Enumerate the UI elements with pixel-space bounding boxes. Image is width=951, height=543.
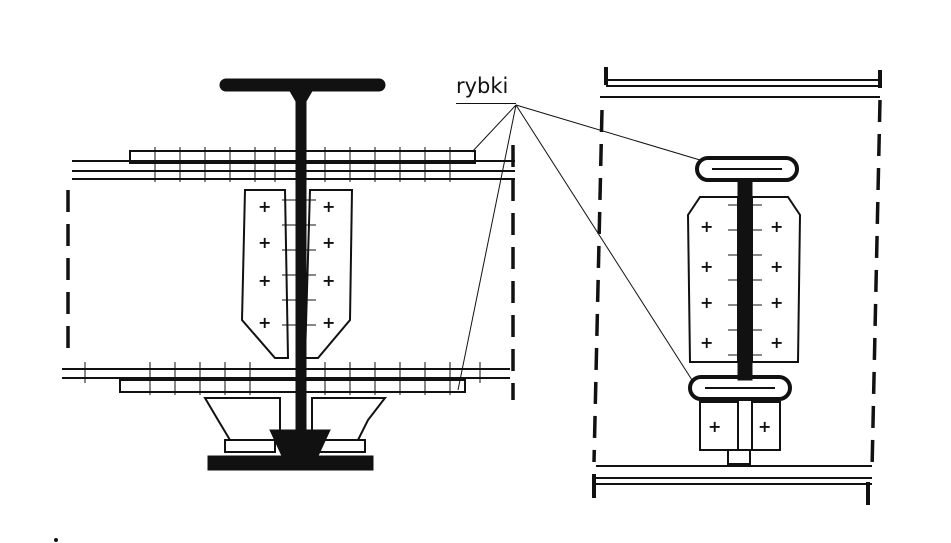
callout-label-underline bbox=[456, 103, 516, 104]
right-side-plates: + + + + + + + + bbox=[686, 196, 802, 363]
svg-text:+: + bbox=[700, 217, 713, 236]
right-bottom-rails bbox=[592, 465, 872, 505]
left-lower-beam bbox=[62, 362, 510, 395]
leader-to-right-upper-fishplate bbox=[515, 104, 701, 161]
svg-text:+: + bbox=[758, 417, 771, 436]
svg-text:+: + bbox=[322, 233, 335, 252]
svg-text:+: + bbox=[770, 333, 783, 352]
svg-text:+: + bbox=[322, 197, 335, 216]
svg-text:+: + bbox=[770, 257, 783, 276]
left-top-rail bbox=[219, 78, 386, 451]
svg-text:+: + bbox=[322, 271, 335, 290]
svg-text:+: + bbox=[708, 417, 721, 436]
right-frame-dash-right bbox=[870, 99, 882, 471]
svg-text:+: + bbox=[258, 233, 271, 252]
svg-text:+: + bbox=[770, 217, 783, 236]
left-assembly: + + + + + + + + bbox=[62, 78, 515, 471]
right-frame-dash-left bbox=[592, 109, 604, 463]
svg-text:+: + bbox=[770, 293, 783, 312]
svg-text:+: + bbox=[700, 257, 713, 276]
svg-text:+: + bbox=[700, 333, 713, 352]
svg-text:+: + bbox=[258, 271, 271, 290]
right-assembly: + + + + + + + + bbox=[592, 67, 882, 505]
leader-to-right-lower-fishplate bbox=[515, 104, 693, 381]
left-side-plates: + + + + + + + + bbox=[240, 189, 354, 359]
stray-mark bbox=[54, 538, 58, 542]
svg-text:+: + bbox=[700, 293, 713, 312]
right-top-rails bbox=[600, 67, 882, 98]
left-lower-bolt-ticks bbox=[84, 362, 481, 395]
left-upper-bolt-ticks bbox=[154, 147, 451, 182]
right-lower-fishplate bbox=[688, 375, 792, 401]
leader-to-left-lower-fishplate bbox=[457, 104, 517, 391]
left-upper-beam bbox=[72, 147, 515, 182]
callout-leader-lines bbox=[457, 104, 701, 391]
leader-to-left-upper-fishplate bbox=[471, 104, 517, 153]
svg-text:+: + bbox=[258, 313, 271, 332]
callout-label-rybki: rybki bbox=[456, 74, 509, 98]
right-base-blocks: + + bbox=[699, 401, 781, 465]
svg-text:+: + bbox=[322, 313, 335, 332]
left-bottom-base bbox=[203, 397, 388, 471]
svg-text:+: + bbox=[258, 197, 271, 216]
